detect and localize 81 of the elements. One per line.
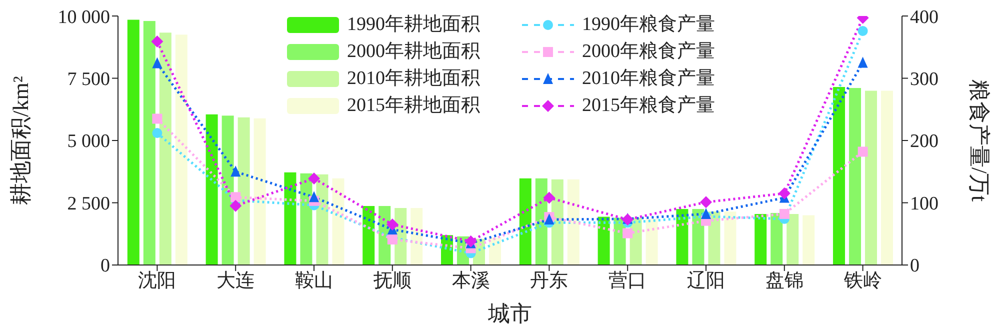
bar bbox=[332, 178, 344, 265]
bar bbox=[598, 216, 610, 265]
bar bbox=[222, 116, 234, 265]
bar bbox=[206, 114, 218, 265]
point bbox=[309, 191, 319, 202]
point bbox=[858, 146, 868, 157]
y-tick-label: 2 500 bbox=[67, 193, 110, 214]
bar bbox=[770, 212, 783, 265]
y2-tick-label: 0 bbox=[910, 256, 920, 277]
bar bbox=[254, 118, 266, 265]
y-axis-title: 耕地面积/km² bbox=[8, 76, 33, 205]
x-tick-label: 营口 bbox=[608, 270, 647, 292]
bar bbox=[865, 90, 878, 265]
legend-label: 2015年粮食产量 bbox=[582, 94, 715, 118]
bar bbox=[175, 34, 188, 265]
legend-label: 2000年耕地面积 bbox=[347, 40, 480, 64]
y2-tick-label: 200 bbox=[910, 131, 938, 152]
bar bbox=[159, 32, 172, 265]
bar bbox=[238, 117, 250, 265]
point bbox=[152, 57, 162, 68]
point bbox=[701, 208, 711, 219]
x-tick-label: 沈阳 bbox=[138, 270, 176, 292]
bar bbox=[881, 90, 894, 265]
bar bbox=[646, 218, 658, 265]
x-tick-label: 抚顺 bbox=[372, 270, 412, 292]
legend-label: 2000年粮食产量 bbox=[582, 40, 715, 64]
legend-label: 2010年耕地面积 bbox=[347, 67, 480, 91]
point bbox=[779, 208, 790, 219]
point bbox=[858, 56, 868, 68]
bar bbox=[833, 86, 846, 265]
bar bbox=[489, 238, 502, 265]
point bbox=[778, 187, 790, 200]
point bbox=[700, 196, 712, 208]
point bbox=[152, 128, 162, 138]
y-tick-label: 5 000 bbox=[67, 131, 110, 152]
x-axis-title: 城市 bbox=[487, 301, 532, 326]
x-tick-label: 本溪 bbox=[452, 270, 490, 292]
point bbox=[858, 26, 868, 36]
bar bbox=[676, 208, 688, 265]
bar bbox=[300, 173, 312, 265]
legend-label: 1990年耕地面积 bbox=[347, 13, 480, 37]
y2-tick-label: 100 bbox=[910, 193, 938, 214]
bar bbox=[724, 211, 736, 265]
y-tick-label: 10 000 bbox=[58, 6, 110, 28]
y2-tick-label: 300 bbox=[910, 68, 938, 90]
y2-axis-title: 粮食产量/万t bbox=[967, 79, 992, 202]
bar bbox=[143, 20, 156, 265]
point bbox=[151, 36, 164, 48]
bar bbox=[754, 214, 767, 265]
bar bbox=[316, 174, 328, 265]
bar bbox=[410, 208, 423, 265]
x-tick-label: 大连 bbox=[216, 270, 255, 292]
bar bbox=[127, 20, 140, 265]
bar bbox=[551, 179, 564, 265]
x-tick-label: 辽阳 bbox=[687, 270, 725, 292]
point bbox=[622, 228, 633, 238]
bar bbox=[802, 215, 815, 265]
point bbox=[386, 218, 398, 231]
point bbox=[152, 114, 162, 124]
point bbox=[230, 192, 241, 202]
y-tick-label: 0 bbox=[100, 256, 110, 277]
bar bbox=[849, 88, 862, 265]
bar bbox=[519, 178, 532, 265]
y-tick-label: 7 500 bbox=[67, 68, 110, 90]
bar bbox=[362, 206, 375, 265]
legend-label: 2015年耕地面积 bbox=[347, 94, 480, 118]
x-tick-label: 盘锦 bbox=[765, 270, 804, 292]
point bbox=[230, 166, 241, 177]
legend-label: 2010年粮食产量 bbox=[582, 67, 715, 91]
bar bbox=[567, 179, 580, 265]
point bbox=[543, 192, 556, 204]
y2-tick-label: 400 bbox=[910, 6, 938, 28]
x-tick-label: 鞍山 bbox=[295, 270, 333, 292]
x-tick-label: 丹东 bbox=[530, 270, 568, 292]
point bbox=[308, 172, 320, 184]
bar bbox=[284, 172, 296, 265]
x-tick-label: 铁岭 bbox=[842, 270, 882, 292]
point bbox=[544, 214, 554, 225]
point bbox=[230, 200, 242, 212]
bar bbox=[786, 214, 799, 265]
legend-label: 1990年粮食产量 bbox=[582, 13, 715, 37]
